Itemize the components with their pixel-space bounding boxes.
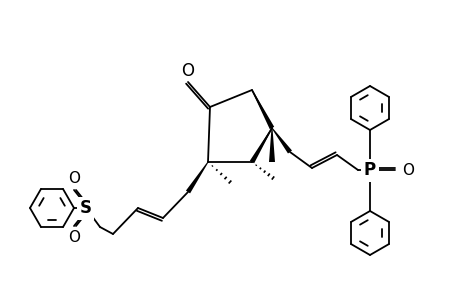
Text: P: P: [363, 161, 375, 179]
Text: O: O: [68, 171, 80, 186]
Polygon shape: [271, 128, 291, 154]
Polygon shape: [269, 128, 274, 162]
Polygon shape: [185, 162, 208, 194]
Polygon shape: [251, 90, 274, 129]
Polygon shape: [249, 128, 272, 163]
Text: S: S: [80, 199, 92, 217]
Text: O: O: [68, 230, 80, 245]
Text: O: O: [181, 62, 194, 80]
Text: O: O: [401, 163, 413, 178]
